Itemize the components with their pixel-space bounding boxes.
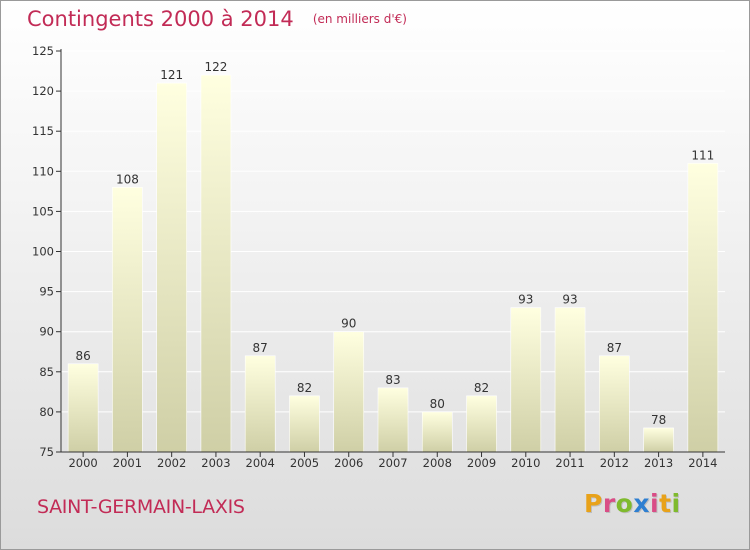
bar-value-label: 82 <box>297 381 312 395</box>
commune-name: SAINT-GERMAIN-LAXIS <box>37 496 245 518</box>
y-tick-label: 85 <box>39 365 54 379</box>
bars: 86 108 121 122 87 82 90 83 80 82 93 93 87 78 111 <box>67 60 719 453</box>
logo-letter: x <box>633 489 650 518</box>
y-tick-label: 100 <box>32 245 54 259</box>
bar <box>643 427 674 453</box>
logo-letter: i <box>671 489 681 518</box>
proxiti-logo[interactable]: Proxiti <box>584 489 681 518</box>
bar <box>200 74 232 453</box>
bar <box>554 307 586 453</box>
x-tick-label: 2002 <box>157 456 186 470</box>
bar <box>421 411 453 453</box>
y-tick-label: 90 <box>39 325 54 339</box>
bar-value-label: 122 <box>204 60 227 74</box>
x-tick-label: 2008 <box>423 456 452 470</box>
bar-value-label: 82 <box>474 381 489 395</box>
logo-letter: t <box>659 489 672 518</box>
x-tick-label: 2010 <box>511 456 540 470</box>
bar-value-label: 108 <box>116 172 139 186</box>
x-tick-label: 2014 <box>688 456 717 470</box>
logo-letter: o <box>615 489 634 518</box>
x-tick-label: 2009 <box>467 456 496 470</box>
title-row: Contingents 2000 à 2014 (en milliers d'€… <box>27 7 407 31</box>
bar <box>466 395 497 453</box>
bar <box>510 307 542 453</box>
bar-value-label: 111 <box>691 148 714 162</box>
y-tick-label: 75 <box>39 445 54 459</box>
logo-letter: i <box>650 489 660 518</box>
y-tick-label: 80 <box>39 405 54 419</box>
axes: 75 80 85 90 95 100 105 110 115 120 125 2000 2001 2002… <box>32 44 725 470</box>
x-tick-label: 2011 <box>555 456 584 470</box>
bar-value-label: 87 <box>253 341 268 355</box>
chart-unit: (en milliers d'€) <box>312 12 407 26</box>
x-tick-label: 2012 <box>600 456 629 470</box>
y-tick-label: 115 <box>32 124 54 138</box>
bar <box>289 395 320 453</box>
x-tick-label: 2001 <box>113 456 142 470</box>
bar <box>67 363 99 453</box>
y-tick-label: 110 <box>32 164 54 178</box>
bar-value-label: 86 <box>75 349 90 363</box>
bar <box>244 355 276 453</box>
logo-letter: P <box>584 489 603 518</box>
y-tick-label: 95 <box>39 285 54 299</box>
bar-value-label: 83 <box>385 373 400 387</box>
x-tick-label: 2000 <box>68 456 97 470</box>
bar-value-label: 93 <box>518 293 533 307</box>
bar <box>156 82 187 453</box>
x-tick-label: 2013 <box>644 456 673 470</box>
bar <box>377 387 409 453</box>
bar-value-label: 78 <box>651 413 666 427</box>
y-tick-label: 120 <box>32 84 54 98</box>
y-tick-label: 105 <box>32 204 54 218</box>
bar-value-label: 87 <box>607 341 622 355</box>
bar <box>333 331 365 453</box>
bar <box>599 355 630 453</box>
bar-value-label: 90 <box>341 317 356 331</box>
y-tick-label: 125 <box>32 44 54 58</box>
x-tick-label: 2006 <box>334 456 363 470</box>
x-tick-label: 2003 <box>201 456 230 470</box>
bar-value-label: 121 <box>160 68 183 82</box>
bar-value-label: 93 <box>562 293 577 307</box>
bar <box>687 162 719 453</box>
x-tick-label: 2005 <box>290 456 319 470</box>
x-tick-label: 2007 <box>378 456 407 470</box>
x-tick-label: 2004 <box>246 456 275 470</box>
logo-letter: r <box>602 489 616 518</box>
bar <box>112 187 143 453</box>
chart-title: Contingents 2000 à 2014 <box>27 7 294 31</box>
bar-value-label: 80 <box>430 397 445 411</box>
